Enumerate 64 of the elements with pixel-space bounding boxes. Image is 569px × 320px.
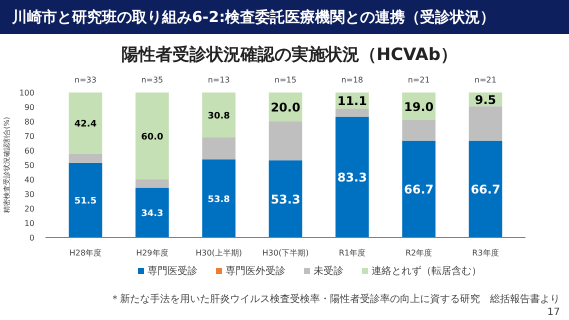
bar	[136, 188, 169, 238]
bar	[68, 92, 102, 154]
y-tick-label: 100	[19, 88, 35, 98]
y-tick-label: 0	[29, 234, 35, 242]
bar	[402, 120, 436, 141]
annotation: n=21	[408, 76, 430, 84]
x-tick-label: H28年度	[69, 248, 102, 258]
y-tick-label: 10	[24, 219, 35, 228]
data-label: 9.5	[474, 92, 496, 107]
annotation: n=21	[474, 76, 496, 84]
bar	[468, 106, 502, 141]
y-tick-label: 60	[24, 146, 35, 156]
y-tick-label: 40	[24, 176, 35, 184]
data-label: 83.3	[337, 170, 367, 185]
x-tick-label: H29年度	[136, 248, 168, 258]
bar	[468, 140, 502, 238]
bar	[136, 92, 169, 180]
text: 17	[547, 307, 560, 318]
bar	[68, 162, 102, 238]
data-label: 34.3	[141, 209, 164, 220]
data-label: 51.5	[74, 196, 97, 207]
bar	[402, 140, 436, 238]
data-label: 42.4	[74, 120, 97, 130]
legend-label: 未受診	[312, 266, 344, 277]
annotation: n=13	[208, 76, 230, 84]
annotation: n=35	[141, 76, 164, 84]
data-label: 19.0	[404, 100, 434, 114]
data-label: 66.7	[404, 182, 434, 197]
x-tick-label: H30(下半期)	[262, 248, 309, 258]
y-tick-label: 70	[24, 132, 35, 141]
y-tick-label: 50	[24, 161, 35, 170]
bar	[336, 116, 369, 238]
data-label: 53.3	[270, 192, 300, 206]
bar	[68, 154, 102, 163]
y-tick-label: 30	[24, 190, 35, 199]
data-label: 60.0	[141, 132, 164, 142]
legend-label: 専門医受診	[146, 266, 198, 277]
bar	[202, 159, 236, 238]
x-tick-label: R1年度	[338, 248, 366, 258]
chart-title: 川崎市と研究班の取り組み6-2:検査委託医療機関との連携（受診状況）	[12, 7, 496, 28]
annotation: n=33	[74, 76, 96, 84]
x-tick-label: R2年度	[406, 248, 432, 258]
data-label: 11.1	[337, 94, 367, 108]
x-tick-label: R3年度	[472, 248, 499, 258]
annotation: n=18	[341, 76, 364, 84]
data-label: 30.8	[208, 111, 230, 122]
bar	[336, 108, 369, 117]
y-tick-label: 80	[24, 118, 35, 126]
text: ＊新たな手法を用いた肝炎ウイルス検査受検率・陽性者受診率の向上に資する研究 総括報告書より	[110, 294, 560, 305]
data-label: 66.7	[470, 182, 500, 197]
bar	[268, 122, 302, 160]
legend-label: 専門医外受診	[224, 266, 286, 277]
x-tick-label: H30(上半期)	[196, 248, 242, 258]
data-label: 53.8	[208, 194, 230, 205]
y-tick-label: 20	[24, 204, 35, 214]
y-tick-label: 90	[24, 103, 35, 112]
legend-label: 連絡とれず（転居含む）	[370, 266, 482, 277]
bar	[202, 137, 236, 160]
bar	[136, 180, 169, 188]
data-label: 20.0	[270, 100, 300, 114]
bar	[268, 160, 302, 238]
chart-subtitle: 陽性者受診状況確認の実施状況（HCVAb）	[121, 44, 458, 67]
bar	[202, 92, 236, 138]
annotation: n=15	[274, 76, 296, 84]
